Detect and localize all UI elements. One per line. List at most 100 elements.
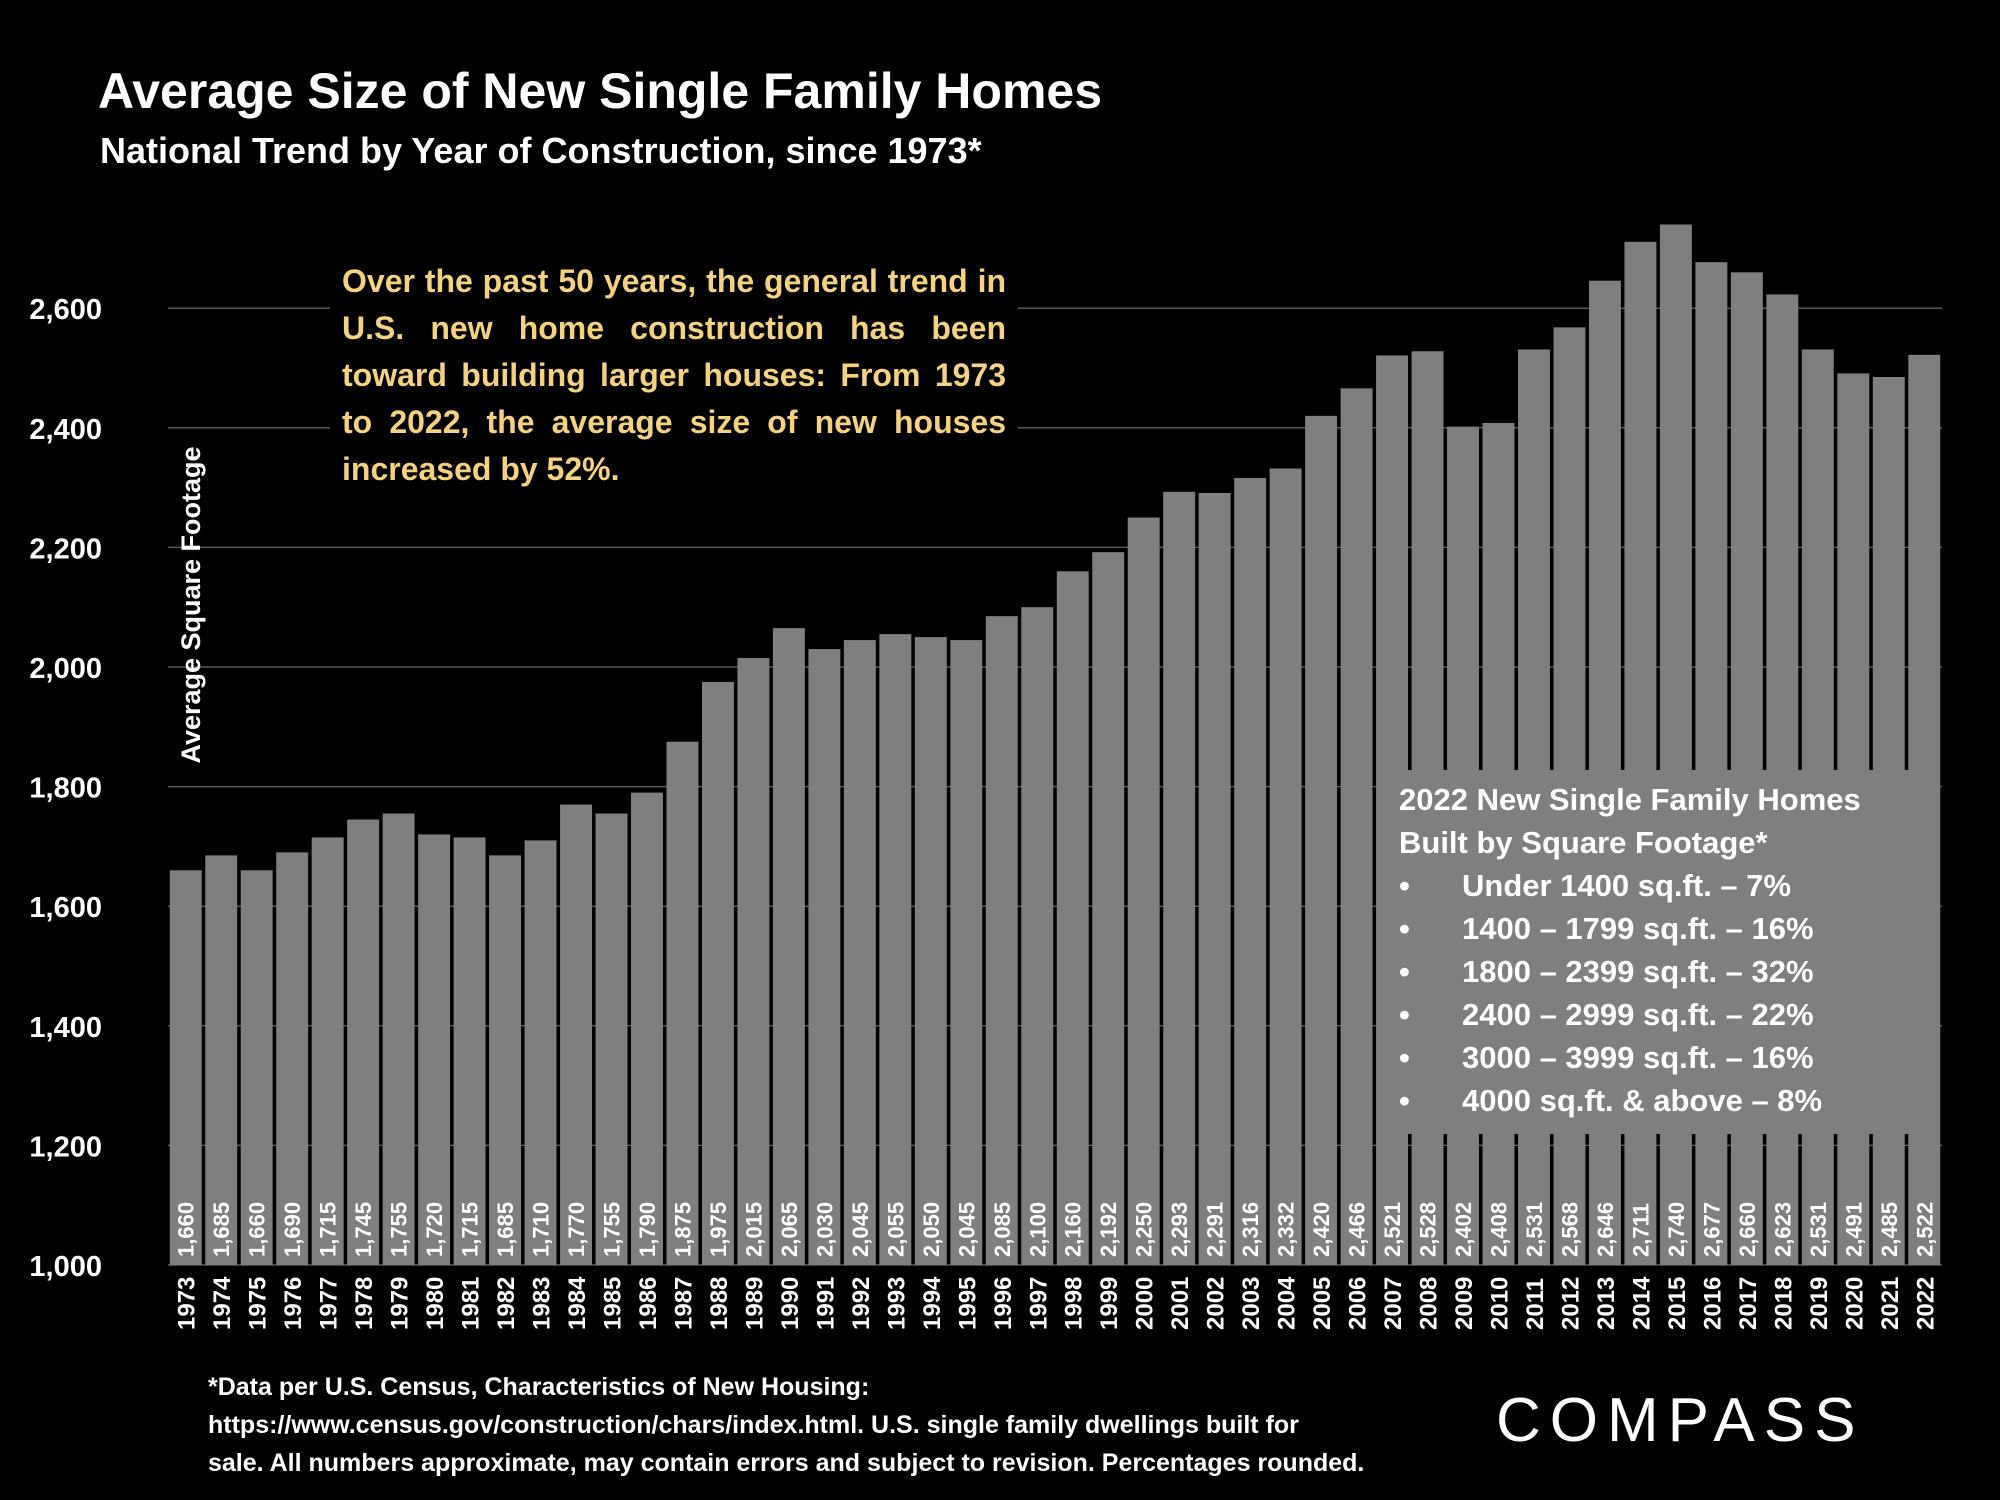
bullet-icon: • xyxy=(1399,1040,1410,1075)
x-tick-label: 2011 xyxy=(1522,1278,1549,1330)
bar-value-label: 1,720 xyxy=(422,1202,447,1257)
bar xyxy=(560,804,592,1265)
bar xyxy=(489,855,522,1265)
breakdown-title-line2: Built by Square Footage* xyxy=(1399,825,1768,860)
bar xyxy=(843,640,876,1265)
bar-value-label: 1,715 xyxy=(458,1202,483,1257)
breakdown-item-label: 1400 – 1799 sq.ft. – 16% xyxy=(1462,911,1814,946)
bar-value-label: 2,660 xyxy=(1735,1202,1760,1257)
size-breakdown-box: 2022 New Single Family Homes Built by Sq… xyxy=(1385,770,1918,1134)
x-tick-label: 2005 xyxy=(1309,1277,1336,1330)
bar-value-label: 2,568 xyxy=(1557,1202,1582,1257)
x-tick-label: 1973 xyxy=(174,1277,201,1330)
bar-value-label: 2,531 xyxy=(1806,1202,1831,1257)
bar xyxy=(950,640,983,1265)
bar xyxy=(418,834,451,1265)
bar-value-label: 2,466 xyxy=(1345,1202,1370,1257)
x-tick-label: 1978 xyxy=(351,1277,378,1330)
bullet-icon: • xyxy=(1399,1083,1410,1118)
bar xyxy=(1127,517,1160,1265)
x-tick-label: 2021 xyxy=(1877,1277,1904,1330)
x-tick-label: 1995 xyxy=(954,1277,981,1330)
breakdown-item-label: 4000 sq.ft. & above – 8% xyxy=(1462,1083,1823,1118)
x-tick-label: 1979 xyxy=(387,1277,414,1330)
bar xyxy=(1234,478,1267,1266)
bar-value-label: 2,420 xyxy=(1309,1202,1334,1257)
bar-value-label: 1,755 xyxy=(600,1202,625,1257)
bar xyxy=(1198,492,1231,1265)
x-tick-label: 1993 xyxy=(883,1277,910,1330)
bar xyxy=(737,658,770,1265)
bar xyxy=(205,855,238,1265)
x-tick-label: 1998 xyxy=(1061,1277,1088,1330)
bar-value-label: 2,677 xyxy=(1699,1202,1724,1257)
bar-value-label: 2,528 xyxy=(1416,1202,1441,1257)
bar-value-label: 2,065 xyxy=(777,1202,802,1257)
bar-value-label: 1,685 xyxy=(493,1202,518,1257)
footnote-line: *Data per U.S. Census, Characteristics o… xyxy=(208,1373,870,1401)
x-tick-label: 2015 xyxy=(1664,1277,1691,1330)
bar-value-label: 1,745 xyxy=(351,1202,376,1257)
x-tick-label: 1983 xyxy=(529,1277,556,1330)
x-tick-label: 2001 xyxy=(1167,1277,1194,1330)
y-tick-label: 2,600 xyxy=(29,294,102,326)
bar xyxy=(1163,491,1196,1265)
bar-value-label: 2,646 xyxy=(1593,1202,1618,1257)
y-tick-label: 1,200 xyxy=(29,1131,102,1163)
bar-value-label: 2,015 xyxy=(741,1202,766,1257)
bar-value-label: 2,030 xyxy=(812,1202,837,1257)
bar-value-label: 1,690 xyxy=(280,1202,305,1257)
breakdown-item-label: Under 1400 sq.ft. – 7% xyxy=(1462,868,1792,903)
bar-value-label: 2,250 xyxy=(1132,1202,1157,1257)
y-tick-label: 1,600 xyxy=(29,892,102,924)
x-tick-label: 2012 xyxy=(1557,1277,1584,1330)
x-tick-label: 1996 xyxy=(990,1277,1017,1330)
x-tick-label: 1981 xyxy=(458,1277,485,1330)
bar xyxy=(382,813,415,1265)
x-tick-label: 1994 xyxy=(919,1276,946,1330)
bar-value-label: 2,332 xyxy=(1274,1202,1299,1257)
x-tick-label: 1980 xyxy=(422,1277,449,1330)
bar xyxy=(1056,571,1089,1265)
bar xyxy=(276,852,309,1265)
x-tick-label: 2010 xyxy=(1487,1277,1514,1330)
x-tick-label: 1976 xyxy=(280,1277,307,1330)
bar xyxy=(772,628,805,1265)
breakdown-item: • 1800 – 2399 sq.ft. – 32% xyxy=(1399,950,1904,993)
y-tick-label: 2,200 xyxy=(29,533,102,565)
bar xyxy=(595,813,628,1265)
x-tick-label: 2016 xyxy=(1699,1277,1726,1330)
x-tick-label: 2003 xyxy=(1238,1277,1265,1330)
bar-value-label: 2,740 xyxy=(1664,1202,1689,1257)
bar-value-label: 2,623 xyxy=(1770,1202,1795,1257)
bar xyxy=(1305,415,1338,1266)
bar-value-label: 2,316 xyxy=(1238,1202,1263,1257)
x-tick-label: 1985 xyxy=(600,1277,627,1330)
x-axis-ticks: 1973 1974 1975 1976 1977 1978 1979 1980 1981 1982… xyxy=(174,1276,1940,1330)
bar-value-label: 2,050 xyxy=(919,1202,944,1257)
bar-value-label: 1,755 xyxy=(387,1202,412,1257)
x-tick-label: 1977 xyxy=(316,1277,343,1330)
x-tick-label: 1986 xyxy=(635,1277,662,1330)
bar-value-label: 1,660 xyxy=(174,1202,199,1257)
breakdown-item-label: 1800 – 2399 sq.ft. – 32% xyxy=(1462,954,1814,989)
bar xyxy=(666,741,699,1265)
y-tick-label: 1,400 xyxy=(29,1012,102,1044)
bar-value-label: 2,045 xyxy=(954,1202,979,1257)
x-tick-label: 1975 xyxy=(245,1277,272,1330)
bar xyxy=(985,616,1018,1265)
bar xyxy=(1092,552,1125,1265)
chart-subtitle: National Trend by Year of Construction, … xyxy=(100,130,982,171)
bullet-icon: • xyxy=(1399,911,1410,946)
x-tick-label: 2014 xyxy=(1628,1276,1655,1330)
breakdown-item: • Under 1400 sq.ft. – 7% xyxy=(1399,864,1904,907)
bullet-icon: • xyxy=(1399,868,1410,903)
x-tick-label: 2022 xyxy=(1912,1277,1939,1330)
x-tick-label: 2002 xyxy=(1203,1277,1230,1330)
bar-value-label: 1,875 xyxy=(670,1202,695,1257)
bar-value-label: 2,408 xyxy=(1487,1202,1512,1257)
y-axis-ticks: 1,000 1,200 1,400 1,600 1,800 2,000 2,200 2,400… xyxy=(29,294,102,1283)
x-tick-label: 2004 xyxy=(1274,1276,1301,1330)
x-tick-label: 2006 xyxy=(1345,1277,1372,1330)
y-tick-label: 2,000 xyxy=(29,653,102,685)
